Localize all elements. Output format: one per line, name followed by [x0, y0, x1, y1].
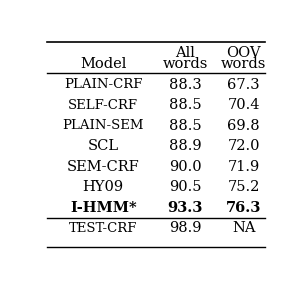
Text: SEM-CRF: SEM-CRF: [67, 160, 140, 174]
Text: 93.3: 93.3: [168, 201, 203, 215]
Text: 88.5: 88.5: [169, 119, 201, 133]
Text: OOV: OOV: [226, 46, 261, 60]
Text: 69.8: 69.8: [227, 119, 260, 133]
Text: 90.0: 90.0: [169, 160, 201, 174]
Text: 67.3: 67.3: [227, 78, 260, 92]
Text: words: words: [221, 57, 266, 71]
Text: 72.0: 72.0: [227, 139, 260, 153]
Text: 70.4: 70.4: [227, 98, 260, 112]
Text: I-HMM*: I-HMM*: [70, 201, 137, 215]
Text: 75.2: 75.2: [227, 180, 260, 194]
Text: PLAIN-CRF: PLAIN-CRF: [64, 78, 143, 92]
Text: PLAIN-SEM: PLAIN-SEM: [63, 120, 144, 132]
Text: NA: NA: [232, 221, 255, 235]
Text: 88.9: 88.9: [169, 139, 201, 153]
Text: 71.9: 71.9: [228, 160, 260, 174]
Text: TEST-CRF: TEST-CRF: [69, 222, 137, 235]
Text: 88.5: 88.5: [169, 98, 201, 112]
Text: 76.3: 76.3: [226, 201, 262, 215]
Text: HY09: HY09: [83, 180, 124, 194]
Text: 88.3: 88.3: [169, 78, 201, 92]
Text: words: words: [162, 57, 208, 71]
Text: SELF-CRF: SELF-CRF: [68, 99, 138, 112]
Text: All: All: [175, 46, 195, 60]
Text: SCL: SCL: [88, 139, 119, 153]
Text: Model: Model: [80, 57, 127, 71]
Text: 98.9: 98.9: [169, 221, 201, 235]
Text: 90.5: 90.5: [169, 180, 201, 194]
